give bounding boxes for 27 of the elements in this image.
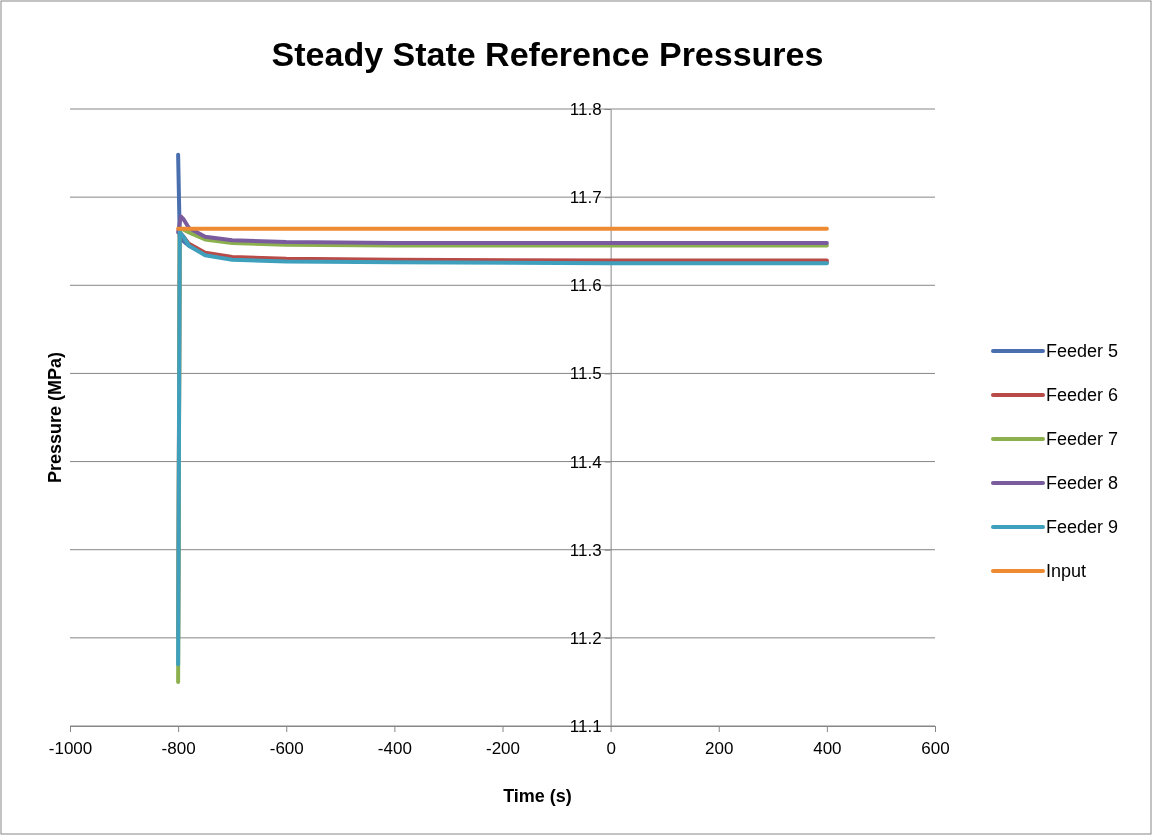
x-tick-label: -200 [485,738,521,758]
legend-label: Feeder 6 [1046,385,1119,405]
y-tick-label: 11.2 [569,628,602,648]
legend-label: Feeder 8 [1046,473,1119,493]
y-axis-title: Pressure (MPa) [45,351,65,484]
x-tick-label: 0 [606,738,616,758]
x-tick-label: 600 [921,738,950,758]
x-axis-title: Time (s) [503,786,572,806]
x-tick-label: -400 [377,738,412,758]
y-tick-label: 11.8 [569,99,602,119]
y-tick-label: 11.5 [569,364,602,384]
legend-label: Feeder 9 [1046,517,1119,537]
chart-title: Steady State Reference Pressures [271,35,824,73]
legend-label: Feeder 7 [1046,429,1119,449]
x-tick-label: -600 [269,738,304,758]
y-tick-label: 11.1 [569,716,602,736]
y-tick-label: 11.6 [569,276,602,296]
x-tick-label: -1000 [48,738,93,758]
y-tick-label: 11.7 [569,188,602,208]
x-tick-label: -800 [161,738,196,758]
legend-label: Feeder 5 [1046,341,1119,361]
x-tick-label: 400 [813,738,842,758]
line-series [176,214,829,245]
y-tick-label: 11.4 [569,452,602,472]
x-tick-label: 200 [705,738,734,758]
legend-label: Input [1046,561,1087,581]
y-tick-label: 11.3 [569,540,602,560]
